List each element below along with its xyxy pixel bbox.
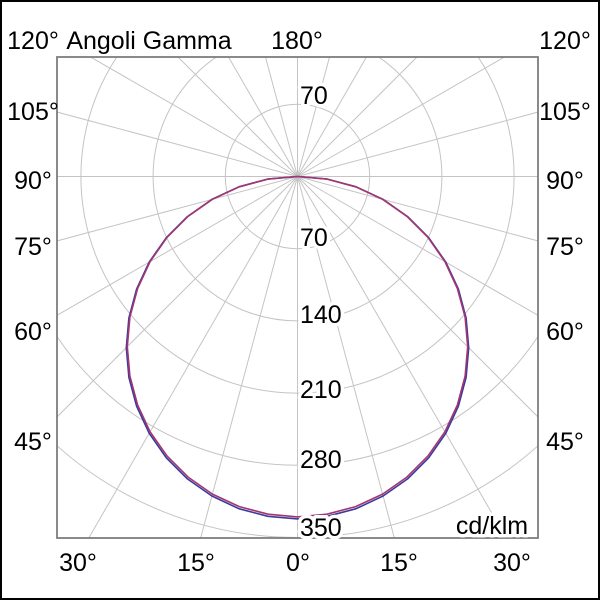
radial-scale-label: 70 xyxy=(300,82,328,110)
grid-ray xyxy=(297,176,395,538)
gamma-label-bottom: 0° xyxy=(286,549,310,577)
grid-ray xyxy=(88,176,298,538)
photometric-curves xyxy=(125,175,470,520)
gamma-label-right: 60° xyxy=(546,318,584,346)
gamma-label-left: 90° xyxy=(14,167,52,195)
gamma-label-bottom: 30° xyxy=(493,549,531,577)
grid-ray xyxy=(57,111,298,177)
grid-ray xyxy=(200,176,298,538)
gamma-label-left: 60° xyxy=(14,318,52,346)
curve-c0-c180 xyxy=(126,175,469,518)
axis-labels: Angoli Gamma cd/klm 120° 180° 120° 105° 90° 7… xyxy=(7,27,591,577)
grid-ray xyxy=(297,176,538,242)
grid-ray xyxy=(297,57,418,177)
grid-ray xyxy=(297,176,538,316)
grid-ray xyxy=(264,57,298,177)
radial-scale-label: 210 xyxy=(300,376,342,404)
gamma-label-right: 75° xyxy=(546,233,584,261)
gamma-label-right: 105° xyxy=(539,98,591,126)
grid-ray xyxy=(57,176,298,316)
grid-ray xyxy=(297,111,538,177)
unit-label: cd/klm xyxy=(456,512,528,540)
gamma-label-left: 105° xyxy=(7,98,59,126)
gamma-label-right: 90° xyxy=(546,167,584,195)
gamma-label-bottom: 15° xyxy=(177,549,215,577)
grid-ray xyxy=(297,57,506,177)
grid-ray xyxy=(89,57,298,177)
gamma-label-right: 45° xyxy=(546,428,584,456)
gamma-label-left: 45° xyxy=(14,428,52,456)
plot-frame xyxy=(56,56,539,539)
gamma-label-bottom: 30° xyxy=(59,549,97,577)
radial-scale-label: 70 xyxy=(300,224,328,252)
grid-ray xyxy=(297,57,368,177)
grid-ray xyxy=(297,57,331,177)
gamma-label-bottom: 15° xyxy=(380,549,418,577)
grid-ray xyxy=(297,176,538,418)
radial-scale-label: 140 xyxy=(300,301,342,329)
gamma-label-top: 180° xyxy=(271,27,323,55)
gamma-label-top: 120° xyxy=(7,27,59,55)
gamma-label-left: 75° xyxy=(14,233,52,261)
radial-scale-label: 350 xyxy=(300,514,342,542)
chart-title: Angoli Gamma xyxy=(66,27,231,55)
radial-scale-label: 280 xyxy=(300,446,342,474)
grid-ray xyxy=(57,176,298,418)
grid-ray xyxy=(227,57,298,177)
grid-ray xyxy=(57,176,298,242)
grid-ray xyxy=(297,176,507,538)
grid-ray xyxy=(177,57,298,177)
gamma-label-top: 120° xyxy=(539,27,591,55)
